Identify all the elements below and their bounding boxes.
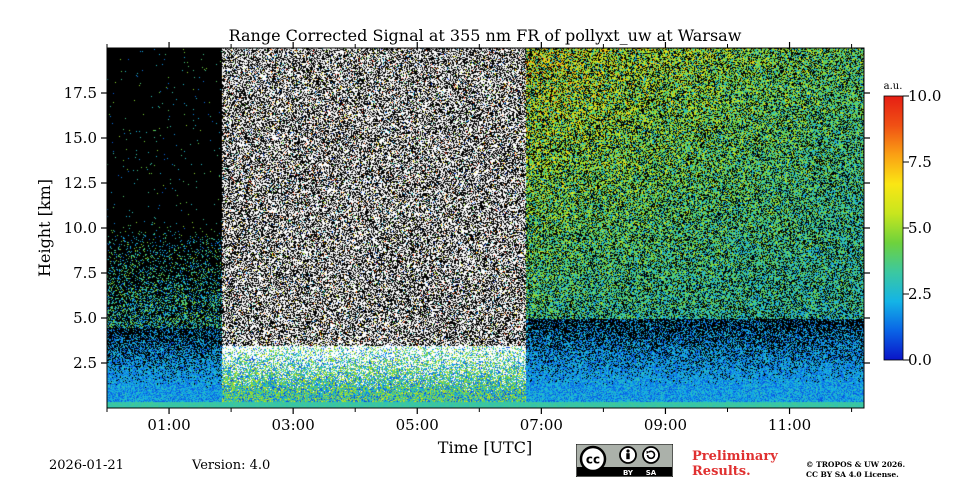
y-tick-label: 15.0: [64, 129, 97, 147]
x-tick-label: 01:00: [147, 416, 190, 434]
colorbar-tick-label: 7.5: [908, 153, 932, 171]
copyright-line-2: CC BY SA 4.0 License.: [806, 470, 899, 479]
copyright-note: © TROPOS & UW 2026. CC BY SA 4.0 License…: [806, 460, 956, 480]
x-axis-label: Time [UTC]: [438, 438, 532, 457]
sa-share-alike-icon: [642, 446, 660, 464]
heatmap-image: [107, 48, 864, 408]
colorbar-label: a.u.: [884, 81, 903, 92]
colorbar-tick-label: 5.0: [908, 219, 932, 237]
copyright-line-1: © TROPOS & UW 2026.: [806, 460, 906, 469]
x-tick-label: 03:00: [272, 416, 315, 434]
preliminary-results-note: Preliminary Results.: [692, 449, 802, 479]
chart-title: Range Corrected Signal at 355 nm FR of p…: [229, 26, 742, 45]
x-tick-label: 05:00: [396, 416, 439, 434]
y-tick-label: 17.5: [64, 84, 97, 102]
y-tick-label: 10.0: [64, 219, 97, 237]
x-tick-label: 11:00: [768, 416, 811, 434]
colorbar-ticks: 0.0 2.5 5.0 7.5 10.0: [903, 87, 941, 369]
colorbar: a.u. 0.0 2.5 5.0 7.5 10.0: [883, 81, 941, 369]
svg-text:cc: cc: [586, 453, 600, 467]
footer-date: 2026-01-21: [49, 458, 124, 473]
plot-area: [106, 47, 865, 409]
y-axis: 2.5 5.0 7.5 10.0 12.5 15.0 17.5: [64, 84, 870, 372]
x-tick-label: 09:00: [644, 416, 687, 434]
x-tick-label: 07:00: [520, 416, 563, 434]
y-tick-label: 12.5: [64, 174, 97, 192]
x-axis: 01:00 03:00 05:00 07:00 09:00 11:00: [106, 42, 853, 434]
svg-text:BY: BY: [623, 469, 634, 477]
svg-text:SA: SA: [646, 469, 657, 477]
cc-icon: [579, 445, 607, 473]
colorbar-tick-label: 0.0: [908, 351, 932, 369]
cc-by-sa-badge[interactable]: cc BY SA: [576, 444, 673, 477]
colorbar-tick-label: 2.5: [908, 285, 932, 303]
preliminary-line-1: Preliminary: [692, 449, 778, 464]
y-tick-label: 5.0: [73, 309, 97, 327]
y-axis-label: Height [km]: [35, 179, 54, 277]
colorbar-gradient: [883, 95, 904, 361]
y-tick-label: 2.5: [73, 354, 97, 372]
colorbar-tick-label: 10.0: [908, 87, 941, 105]
y-tick-label: 7.5: [73, 264, 97, 282]
preliminary-line-2: Results.: [692, 464, 751, 479]
footer-version: Version: 4.0: [192, 458, 271, 473]
